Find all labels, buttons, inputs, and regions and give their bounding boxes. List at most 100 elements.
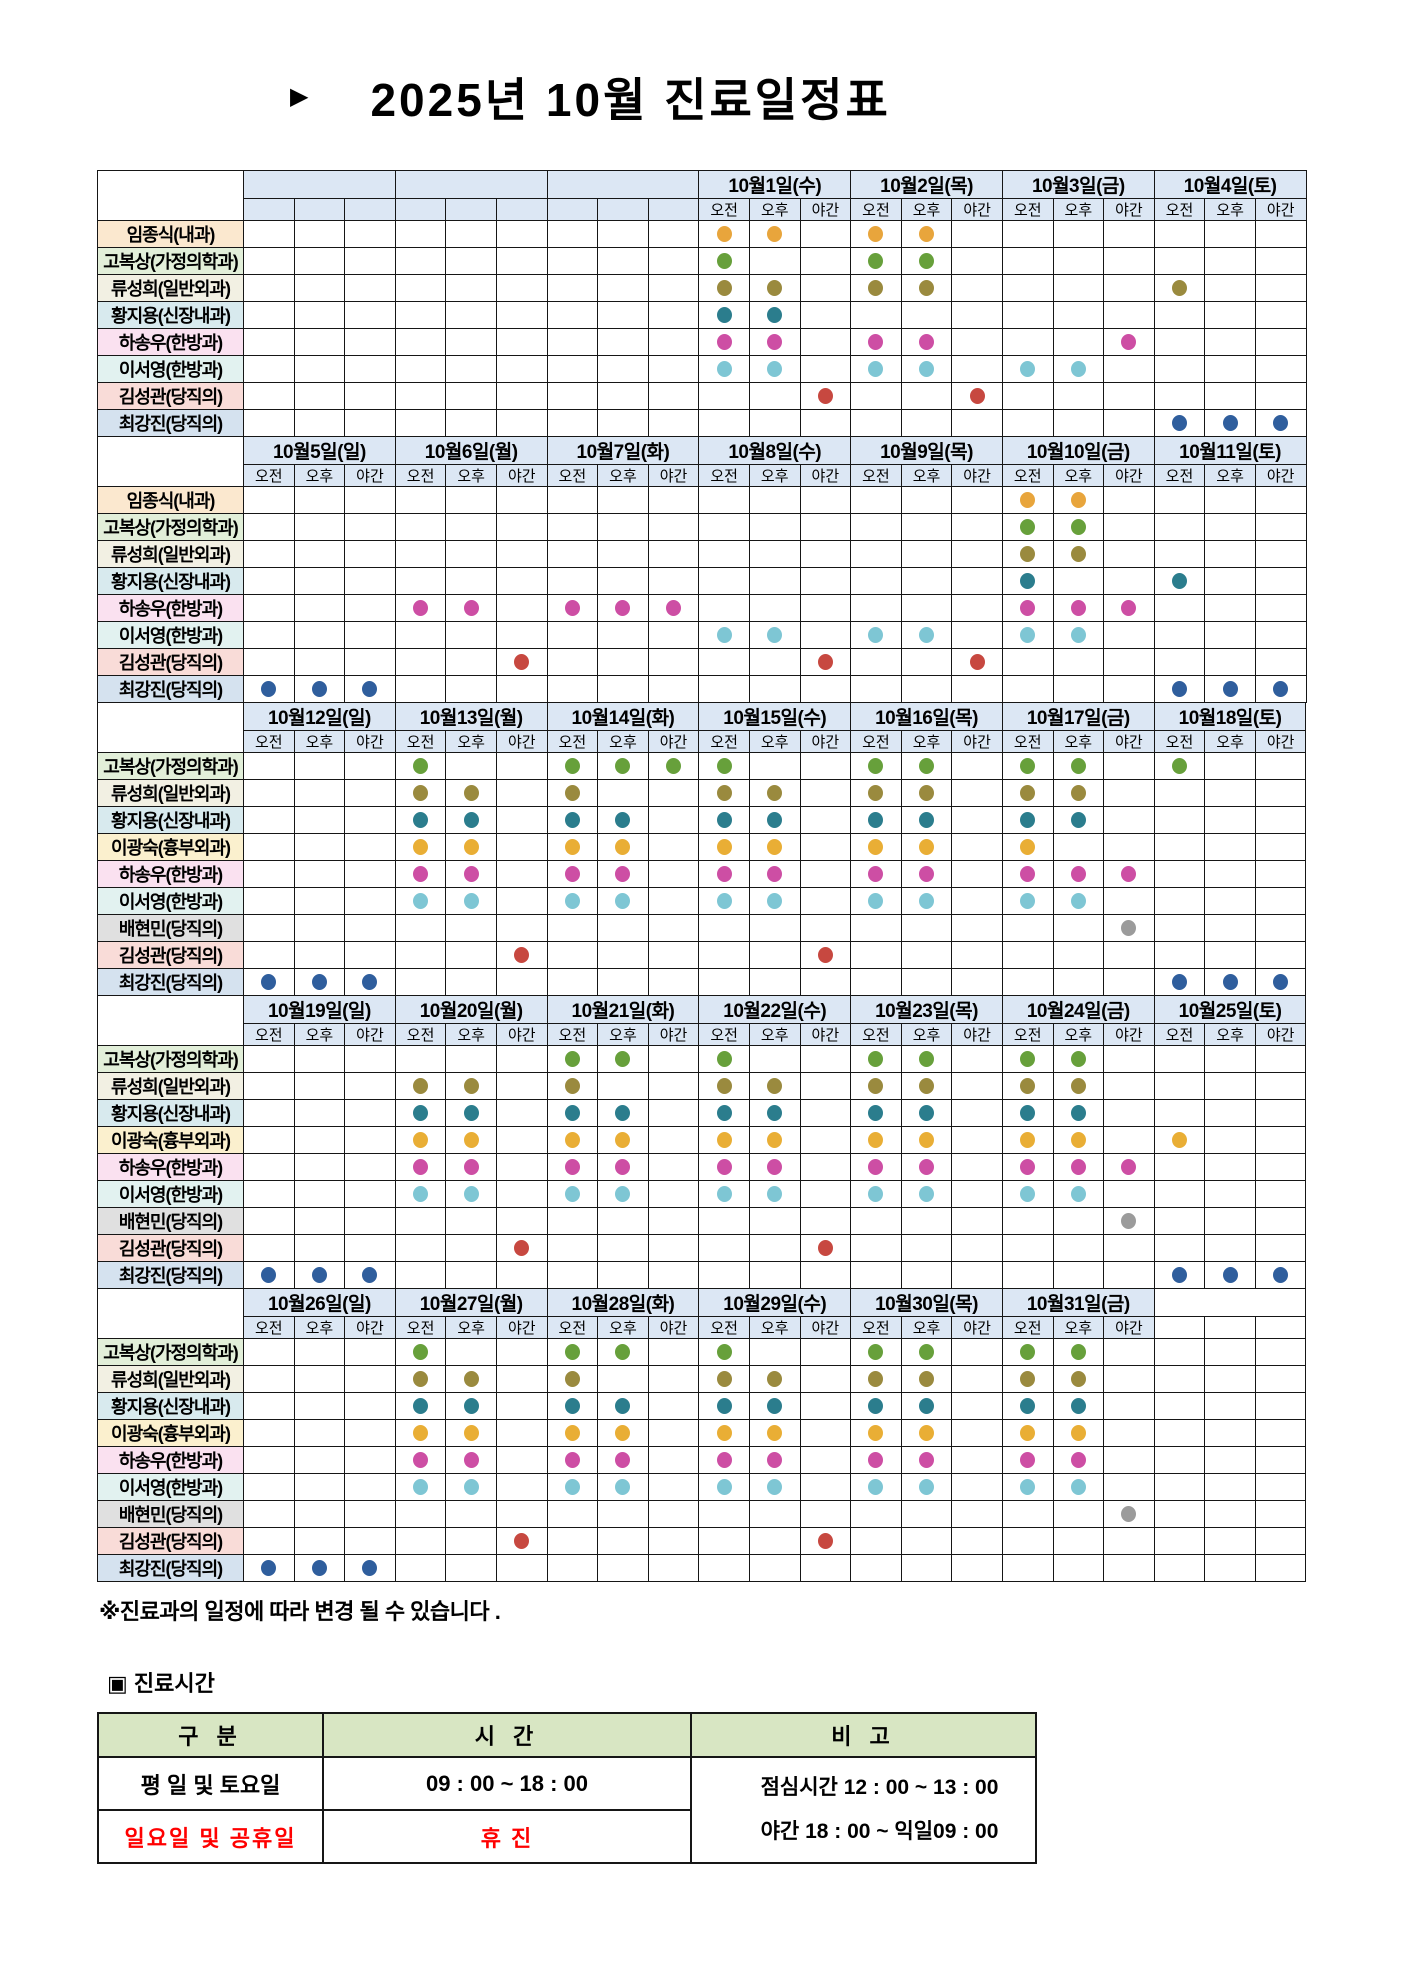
schedule-cell: [799, 779, 852, 807]
availability-dot: [868, 333, 884, 350]
schedule-cell: [647, 1045, 700, 1073]
schedule-cell: [698, 941, 750, 969]
session-header: 오전: [546, 1316, 599, 1339]
availability-dot: [1070, 865, 1086, 882]
schedule-cell: [546, 941, 599, 969]
schedule-cell: [698, 1180, 750, 1208]
schedule-cell: [698, 1072, 750, 1100]
schedule-cell: [850, 1207, 902, 1235]
schedule-cell: [1204, 1153, 1256, 1181]
schedule-cell: [1001, 1554, 1054, 1582]
schedule-cell: [445, 860, 497, 888]
schedule-cell: [344, 1234, 396, 1262]
schedule-cell: [293, 1261, 346, 1289]
schedule-cell: [293, 1446, 346, 1474]
schedule-cell: [495, 1338, 548, 1366]
session-header: 오전: [698, 464, 750, 487]
doctor-row: 이광숙(흉부외과): [97, 1419, 1307, 1447]
session-header: 야간: [1103, 1316, 1155, 1339]
schedule-cell: [1052, 1126, 1105, 1154]
schedule-cell: [546, 1500, 599, 1528]
schedule-cell: [850, 1338, 902, 1366]
session-header: 오후: [748, 1023, 801, 1046]
availability-dot: [413, 757, 429, 774]
schedule-cell: [243, 1500, 295, 1528]
availability-dot: [1172, 279, 1188, 296]
schedule-cell: [900, 247, 953, 275]
schedule-cell: [1001, 382, 1054, 410]
schedule-cell: [748, 540, 801, 568]
schedule-cell: [344, 968, 396, 996]
schedule-cell: [1153, 1500, 1206, 1528]
schedule-cell: [597, 1365, 649, 1393]
schedule-cell: [394, 1261, 447, 1289]
schedule-cell: [1204, 409, 1256, 437]
schedule-cell: [1001, 1365, 1054, 1393]
schedule-cell: [1254, 1261, 1307, 1289]
schedule-cell: [1103, 382, 1155, 410]
schedule-cell: [1204, 247, 1256, 275]
doctor-row: 류성희(일반외과): [97, 779, 1307, 807]
availability-dot: [716, 1424, 732, 1441]
schedule-cell: [1103, 1554, 1155, 1582]
availability-dot: [868, 626, 884, 643]
schedule-cell: [597, 409, 649, 437]
schedule-cell: [546, 968, 599, 996]
schedule-cell: [597, 860, 649, 888]
doctor-row: 김성관(당직의): [97, 941, 1307, 969]
session-header: 야간: [344, 1023, 396, 1046]
schedule-cell: [597, 941, 649, 969]
schedule-cell: [445, 621, 497, 649]
doctor-row: 배현민(당직의): [97, 914, 1307, 942]
session-header: 오후: [900, 464, 953, 487]
session-header: 오후: [900, 1316, 953, 1339]
doctor-row: 김성관(당직의): [97, 382, 1307, 410]
session-header: 야간: [1254, 464, 1307, 487]
availability-dot: [716, 333, 732, 350]
schedule-cell: [647, 328, 700, 356]
doctor-row: 이광숙(흉부외과): [97, 833, 1307, 861]
schedule-cell: [597, 1419, 649, 1447]
schedule-cell: [495, 513, 548, 541]
schedule-cell: [546, 301, 599, 329]
doctor-row: 고복상(가정의학과): [97, 247, 1307, 275]
schedule-cell: [495, 1234, 548, 1262]
schedule-cell: [850, 1419, 902, 1447]
schedule-cell: [1153, 621, 1206, 649]
schedule-cell: [1103, 1419, 1155, 1447]
schedule-cell: [748, 806, 801, 834]
schedule-cell: [698, 860, 750, 888]
schedule-cell: [495, 968, 548, 996]
availability-dot: [311, 1266, 327, 1283]
schedule-cell: [1204, 1126, 1256, 1154]
availability-dot: [413, 1397, 429, 1414]
availability-dot: [1070, 1131, 1086, 1148]
schedule-cell: [546, 914, 599, 942]
schedule-cell: [243, 1419, 295, 1447]
session-header: 오전: [698, 1316, 750, 1339]
schedule-cell: [799, 1419, 852, 1447]
schedule-cell: [850, 486, 902, 514]
availability-dot: [564, 784, 580, 801]
schedule-cell: [1153, 1392, 1206, 1420]
availability-dot: [564, 599, 580, 616]
availability-dot: [1273, 680, 1289, 697]
availability-dot: [716, 1104, 732, 1121]
schedule-cell: [748, 1419, 801, 1447]
schedule-cell: [1204, 941, 1256, 969]
schedule-cell: [394, 1207, 447, 1235]
schedule-cell: [344, 540, 396, 568]
schedule-cell: [1052, 1473, 1105, 1501]
schedule-cell: [546, 567, 599, 595]
schedule-cell: [1254, 1180, 1307, 1208]
schedule-cell: [1254, 914, 1307, 942]
schedule-cell: [1103, 1207, 1155, 1235]
schedule-cell: [799, 540, 852, 568]
availability-dot: [919, 1050, 935, 1067]
schedule-cell: [748, 1338, 801, 1366]
availability-dot: [919, 279, 935, 296]
schedule-cell: [850, 1045, 902, 1073]
schedule-cell: [1052, 409, 1105, 437]
availability-dot: [919, 1424, 935, 1441]
availability-dot: [514, 946, 530, 963]
